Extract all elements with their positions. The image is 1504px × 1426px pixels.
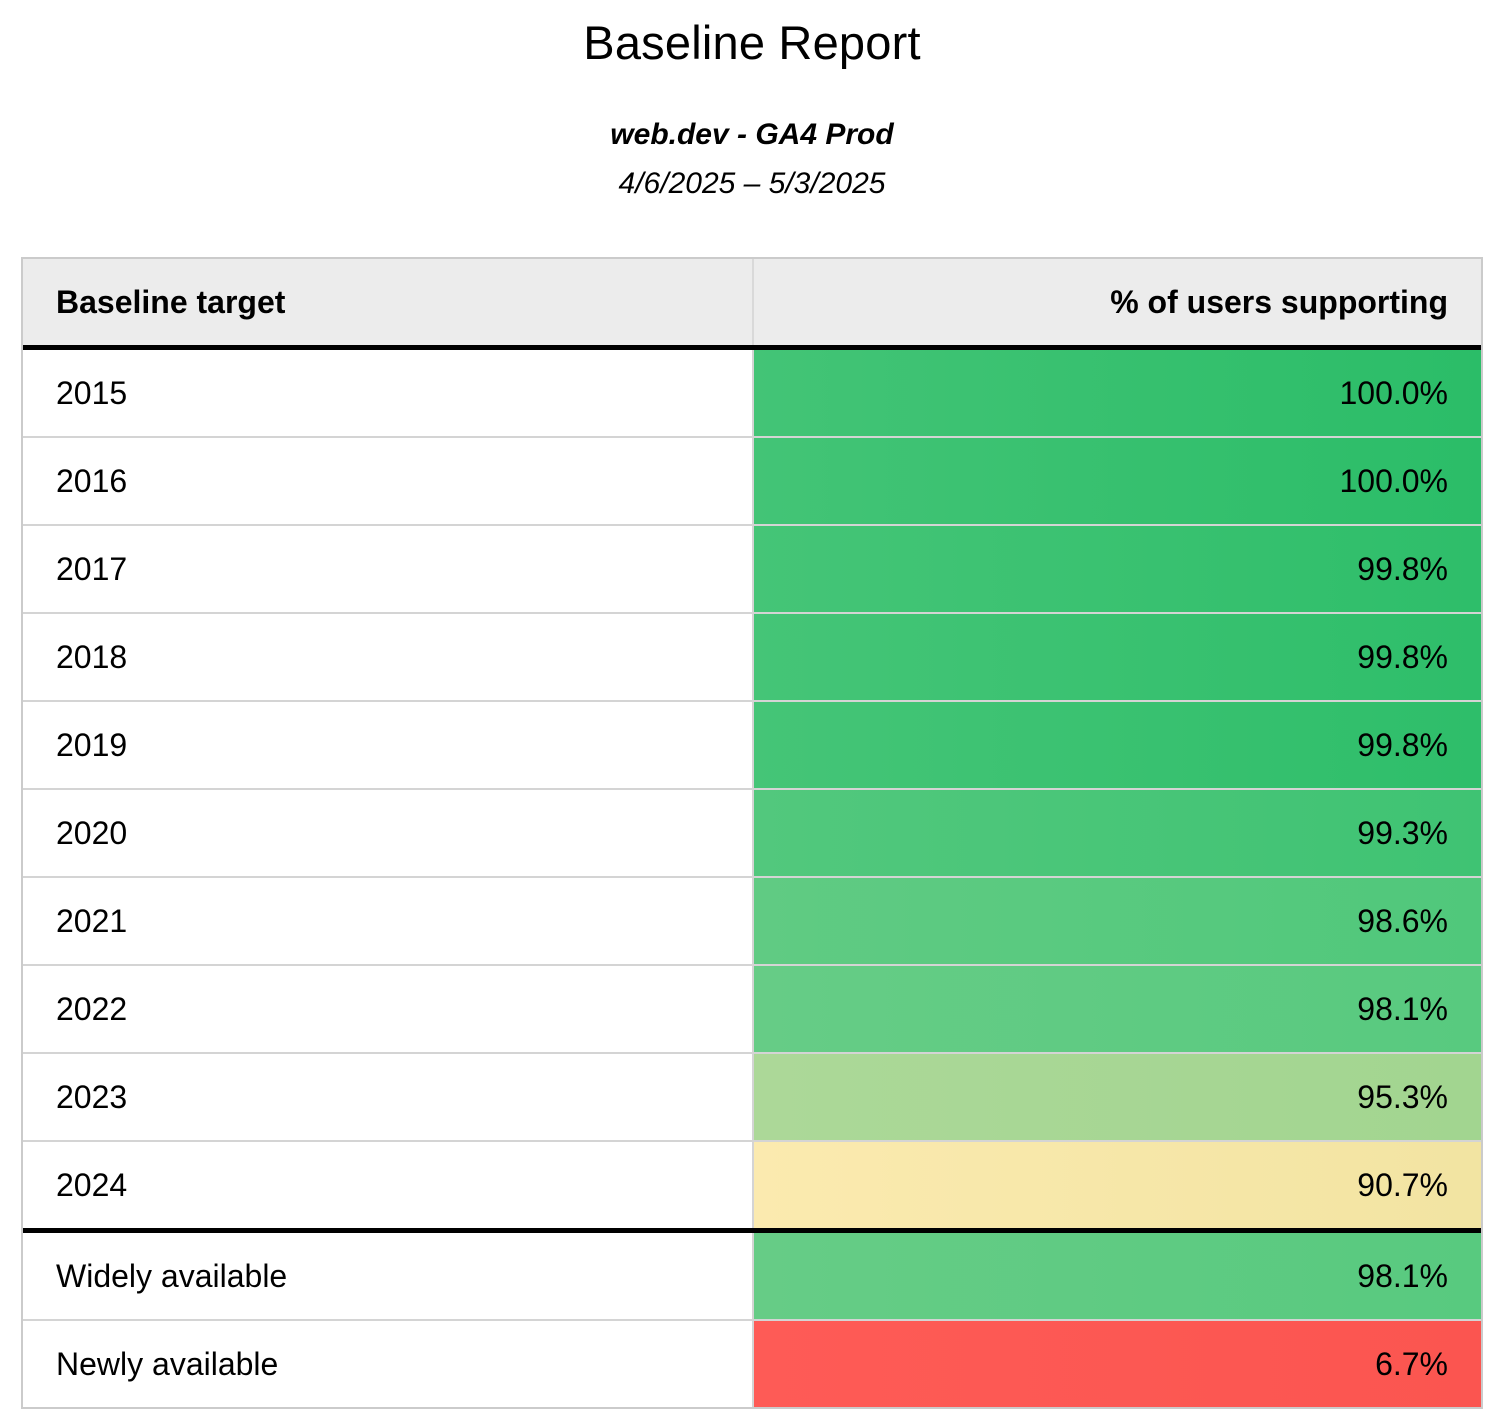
row-value: 99.8% [754,614,1481,701]
table-row: 2021 98.6% [23,876,1481,965]
table-row: 2018 99.8% [23,612,1481,701]
row-target: Widely available [23,1233,754,1320]
table-row: 2019 99.8% [23,700,1481,789]
row-target: 2018 [23,614,754,701]
row-target: 2019 [23,702,754,789]
column-header-percent-users: % of users supporting [1110,283,1448,320]
row-target: 2017 [23,526,754,613]
report-date-range: 4/6/2025 – 5/3/2025 [618,166,886,200]
table-row: 2022 98.1% [23,964,1481,1053]
row-target: 2021 [23,878,754,965]
row-target: 2023 [23,1054,754,1141]
table-row: 2017 99.8% [23,524,1481,613]
table-row: 2023 95.3% [23,1052,1481,1141]
row-target: 2016 [23,438,754,525]
page-title: Baseline Report [583,16,921,69]
baseline-table: Baseline target % of users supporting 20… [21,257,1483,1410]
report-header: Baseline Report web.dev - GA4 Prod 4/6/2… [0,0,1504,201]
row-value: 98.1% [754,966,1481,1053]
row-value: 99.3% [754,790,1481,877]
table-row: 2020 99.3% [23,788,1481,877]
row-target: 2020 [23,790,754,877]
row-target: 2022 [23,966,754,1053]
row-value: 98.6% [754,878,1481,965]
table-row: Widely available 98.1% [23,1228,1481,1320]
table-row: 2016 100.0% [23,436,1481,525]
table-row: Newly available 6.7% [23,1319,1481,1408]
row-value: 99.8% [754,702,1481,789]
row-value: 100.0% [754,438,1481,525]
row-value: 90.7% [754,1142,1481,1229]
row-target: Newly available [23,1321,754,1408]
row-value: 98.1% [754,1233,1481,1320]
row-value: 100.0% [754,350,1481,437]
row-value: 95.3% [754,1054,1481,1141]
row-target: 2024 [23,1142,754,1229]
column-header-baseline-target: Baseline target [23,259,754,346]
report-subtitle: web.dev - GA4 Prod [610,118,894,152]
row-value: 99.8% [754,526,1481,613]
table-row: 2015 100.0% [23,350,1481,437]
table-row: 2024 90.7% [23,1140,1481,1229]
row-target: 2015 [23,350,754,437]
table-header-row: Baseline target % of users supporting [23,259,1481,351]
row-value: 6.7% [754,1321,1481,1408]
